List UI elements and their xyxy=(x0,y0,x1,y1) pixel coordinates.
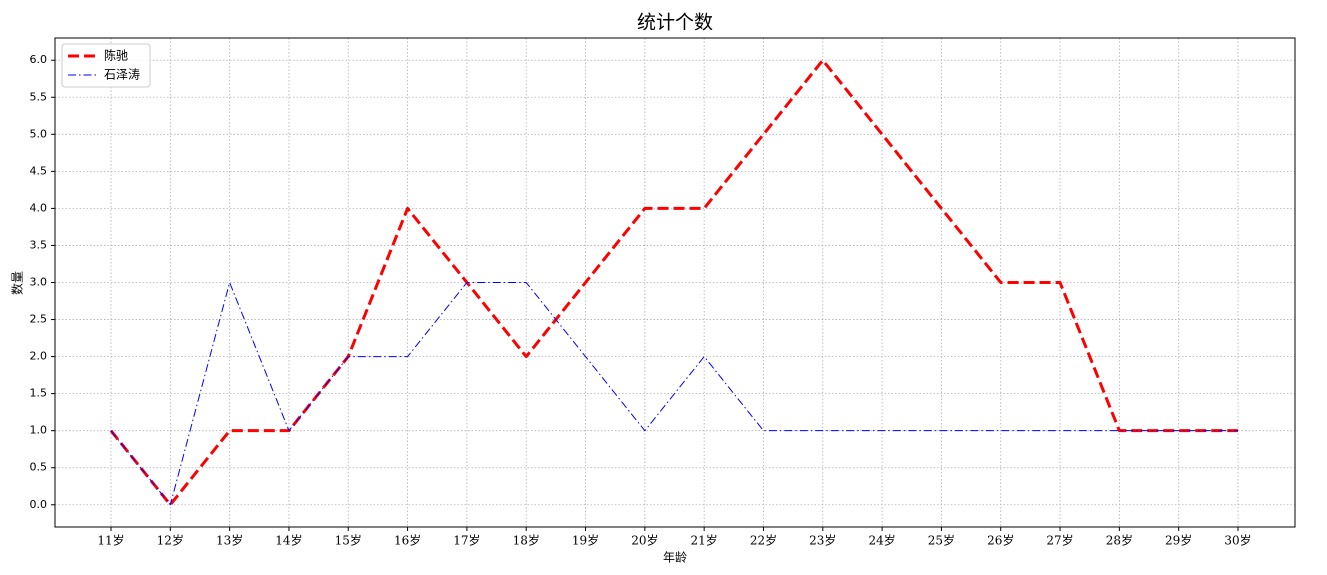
legend-label: 陈驰 xyxy=(104,48,128,63)
legend-label: 石泽涛 xyxy=(104,67,140,82)
x-tick-label: 19岁 xyxy=(572,533,599,548)
x-tick-label: 21岁 xyxy=(691,533,718,548)
x-tick-label: 16岁 xyxy=(394,533,421,548)
x-tick-label: 14岁 xyxy=(275,533,302,548)
y-tick-label: 0.5 xyxy=(30,461,48,474)
x-tick-label: 12岁 xyxy=(157,533,184,548)
x-tick-label: 15岁 xyxy=(335,533,362,548)
y-tick-label: 1.5 xyxy=(30,387,48,400)
y-tick-label: 2.0 xyxy=(30,350,48,363)
x-tick-label: 30岁 xyxy=(1224,533,1251,548)
plot-frame xyxy=(54,37,1296,528)
y-tick-label: 4.0 xyxy=(30,201,48,214)
x-tick-label: 28岁 xyxy=(1106,533,1133,548)
x-tick-label: 26岁 xyxy=(987,533,1014,548)
y-tick-label: 0.0 xyxy=(30,498,48,511)
x-tick-label: 18岁 xyxy=(513,533,540,548)
x-tick-label: 17岁 xyxy=(453,533,480,548)
x-tick-label: 23岁 xyxy=(809,533,836,548)
x-tick-label: 27岁 xyxy=(1046,533,1073,548)
y-tick-label: 5.0 xyxy=(30,127,48,140)
y-tick-label: 5.5 xyxy=(30,90,48,103)
y-tick-label: 3.5 xyxy=(30,238,48,251)
series-line xyxy=(110,282,1238,506)
chart-title: 统计个数 xyxy=(637,12,713,34)
x-tick-label: 13岁 xyxy=(216,533,243,548)
x-tick-label: 29岁 xyxy=(1165,533,1192,548)
x-tick-label: 24岁 xyxy=(868,533,895,548)
y-tick-label: 1.0 xyxy=(30,424,48,437)
x-tick-label: 20岁 xyxy=(631,533,658,548)
y-tick-label: 6.0 xyxy=(30,53,48,66)
x-tick-label: 22岁 xyxy=(750,533,777,548)
x-tick-label: 25岁 xyxy=(928,533,955,548)
y-axis-label: 数量 xyxy=(10,271,25,295)
y-tick-label: 3.0 xyxy=(30,276,48,289)
x-axis-label: 年龄 xyxy=(663,551,687,565)
y-tick-label: 4.5 xyxy=(30,164,48,177)
y-tick-label: 2.5 xyxy=(30,313,48,326)
x-tick-label: 11岁 xyxy=(97,533,124,548)
